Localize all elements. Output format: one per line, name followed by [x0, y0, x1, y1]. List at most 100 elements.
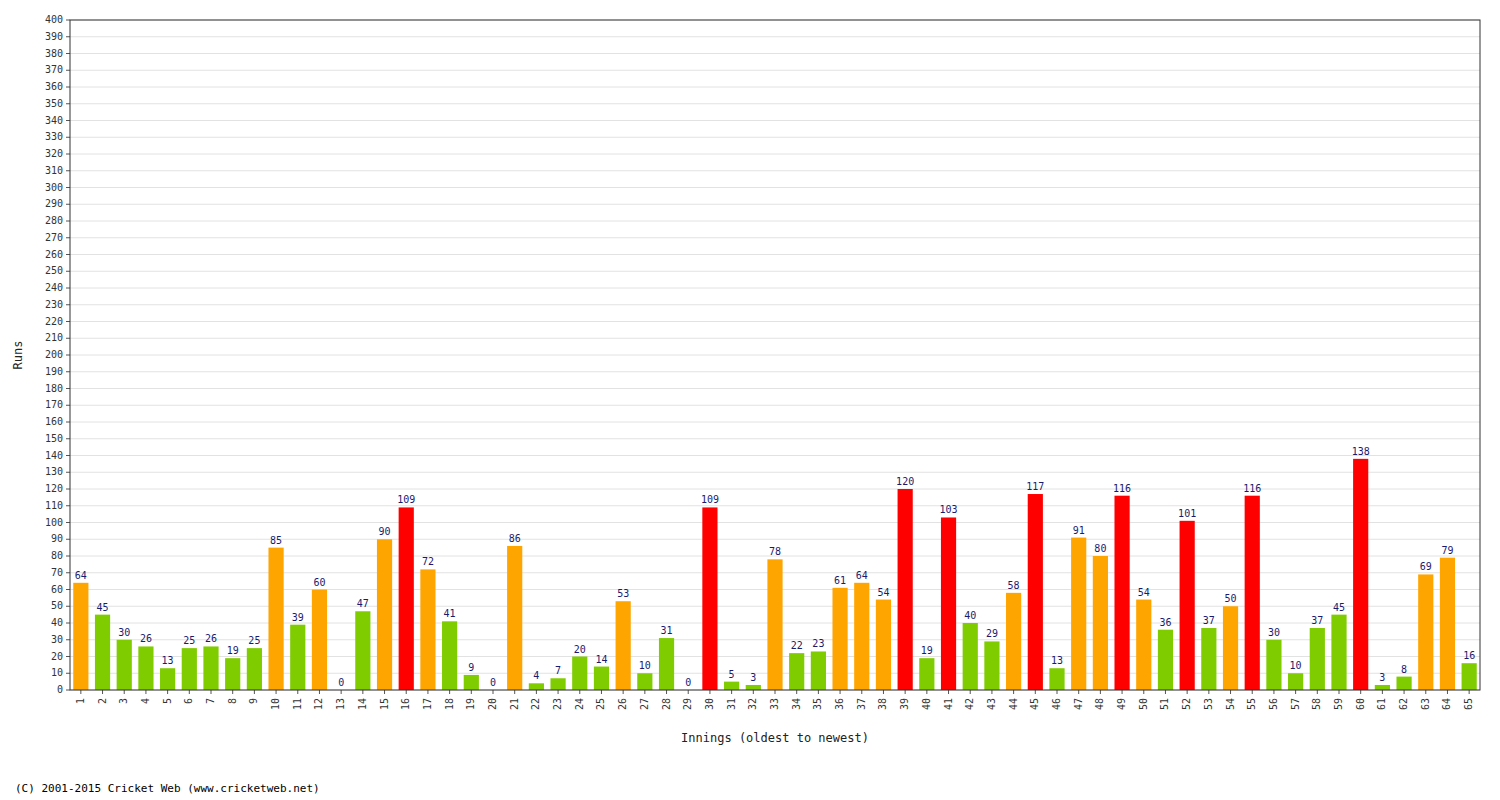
data-label: 0 [685, 677, 691, 688]
data-label: 26 [205, 633, 217, 644]
x-tick [319, 690, 320, 694]
data-label: 45 [97, 602, 109, 613]
data-label: 20 [574, 644, 586, 655]
x-tick-label: 1 [75, 698, 86, 704]
x-tick [1273, 690, 1274, 694]
y-tick [66, 87, 70, 88]
x-tick-label: 39 [899, 698, 910, 710]
x-tick-label: 54 [1225, 698, 1236, 710]
x-tick-label: 11 [292, 698, 303, 710]
x-tick-label: 12 [313, 698, 324, 710]
x-tick-label: 50 [1138, 698, 1149, 710]
grid-line [70, 271, 1480, 272]
x-tick-label: 35 [812, 698, 823, 710]
x-tick [536, 690, 537, 694]
bar [637, 673, 652, 690]
bar [268, 548, 283, 690]
y-tick [66, 388, 70, 389]
x-tick-label: 53 [1203, 698, 1214, 710]
grid-line [70, 221, 1480, 222]
x-tick-label: 4 [140, 698, 151, 704]
bar [203, 646, 218, 690]
y-tick-label: 350 [45, 98, 63, 109]
y-tick [66, 639, 70, 640]
x-tick-label: 3 [118, 698, 129, 704]
x-tick-label: 6 [183, 698, 194, 704]
data-label: 5 [729, 669, 735, 680]
x-tick [579, 690, 580, 694]
data-label: 116 [1113, 483, 1131, 494]
data-label: 22 [791, 640, 803, 651]
x-tick [991, 690, 992, 694]
x-tick [861, 690, 862, 694]
y-tick [66, 187, 70, 188]
grid-line [70, 170, 1480, 171]
y-tick [66, 304, 70, 305]
data-label: 19 [921, 645, 933, 656]
data-label: 41 [444, 608, 456, 619]
x-tick [254, 690, 255, 694]
data-label: 86 [509, 533, 521, 544]
data-label: 16 [1463, 650, 1475, 661]
data-label: 54 [1138, 587, 1150, 598]
bar [1288, 673, 1303, 690]
x-tick [1230, 690, 1231, 694]
x-tick-label: 27 [639, 698, 650, 710]
x-tick-label: 7 [205, 698, 216, 704]
bar [767, 559, 782, 690]
x-tick-label: 30 [704, 698, 715, 710]
x-tick-label: 38 [877, 698, 888, 710]
x-tick-label: 57 [1290, 698, 1301, 710]
grid-line [70, 187, 1480, 188]
grid-line [70, 36, 1480, 37]
bar [1462, 663, 1477, 690]
data-label: 13 [1051, 655, 1063, 666]
x-tick [558, 690, 559, 694]
y-axis: 0102030405060708090100110120130140150160… [45, 14, 70, 695]
x-tick [1425, 690, 1426, 694]
bar [73, 583, 88, 690]
y-tick [66, 556, 70, 557]
y-tick [66, 221, 70, 222]
y-tick-label: 240 [45, 282, 63, 293]
y-tick-label: 390 [45, 31, 63, 42]
bar [811, 651, 826, 690]
x-tick [211, 690, 212, 694]
bar [442, 621, 457, 690]
grid-line [70, 338, 1480, 339]
x-tick [1447, 690, 1448, 694]
y-tick-label: 380 [45, 48, 63, 59]
y-tick [66, 606, 70, 607]
y-tick [66, 673, 70, 674]
x-tick [514, 690, 515, 694]
bar [984, 641, 999, 690]
data-label: 90 [379, 526, 391, 537]
bar [1114, 496, 1129, 690]
y-axis-label: Runs [11, 341, 25, 370]
bar [963, 623, 978, 690]
x-tick [124, 690, 125, 694]
x-tick [623, 690, 624, 694]
data-label: 3 [750, 672, 756, 683]
grid-line [70, 137, 1480, 138]
x-tick [1057, 690, 1058, 694]
x-tick-label: 5 [162, 698, 173, 704]
grid-line [70, 87, 1480, 88]
bar [572, 657, 587, 691]
x-tick-label: 23 [552, 698, 563, 710]
x-tick [1143, 690, 1144, 694]
x-tick [1404, 690, 1405, 694]
bar [507, 546, 522, 690]
y-tick-label: 180 [45, 383, 63, 394]
data-label: 31 [661, 625, 673, 636]
y-tick [66, 422, 70, 423]
x-tick-label: 59 [1333, 698, 1344, 710]
x-tick [688, 690, 689, 694]
x-tick-label: 34 [791, 698, 802, 710]
y-tick [66, 438, 70, 439]
data-label: 25 [248, 635, 260, 646]
y-tick-label: 280 [45, 215, 63, 226]
bar [659, 638, 674, 690]
data-label: 60 [313, 577, 325, 588]
x-tick-label: 24 [574, 698, 585, 710]
